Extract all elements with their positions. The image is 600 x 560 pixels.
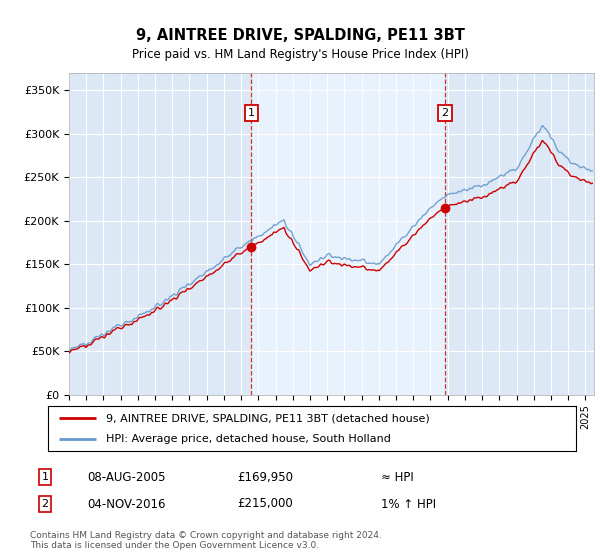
Text: £169,950: £169,950 <box>237 470 293 484</box>
Text: 9, AINTREE DRIVE, SPALDING, PE11 3BT: 9, AINTREE DRIVE, SPALDING, PE11 3BT <box>136 28 464 43</box>
Text: 08-AUG-2005: 08-AUG-2005 <box>87 470 166 484</box>
Text: 2: 2 <box>41 499 49 509</box>
Text: 9, AINTREE DRIVE, SPALDING, PE11 3BT (detached house): 9, AINTREE DRIVE, SPALDING, PE11 3BT (de… <box>106 413 430 423</box>
Text: ≈ HPI: ≈ HPI <box>381 470 414 484</box>
Text: £215,000: £215,000 <box>237 497 293 511</box>
Text: 04-NOV-2016: 04-NOV-2016 <box>87 497 166 511</box>
Text: Contains HM Land Registry data © Crown copyright and database right 2024.
This d: Contains HM Land Registry data © Crown c… <box>30 530 382 550</box>
Bar <box>251 73 445 395</box>
Text: HPI: Average price, detached house, South Holland: HPI: Average price, detached house, Sout… <box>106 433 391 444</box>
Text: 1: 1 <box>248 108 255 118</box>
Text: Price paid vs. HM Land Registry's House Price Index (HPI): Price paid vs. HM Land Registry's House … <box>131 48 469 60</box>
Text: 2: 2 <box>442 108 448 118</box>
Text: 1: 1 <box>41 472 49 482</box>
Text: 1% ↑ HPI: 1% ↑ HPI <box>381 497 436 511</box>
